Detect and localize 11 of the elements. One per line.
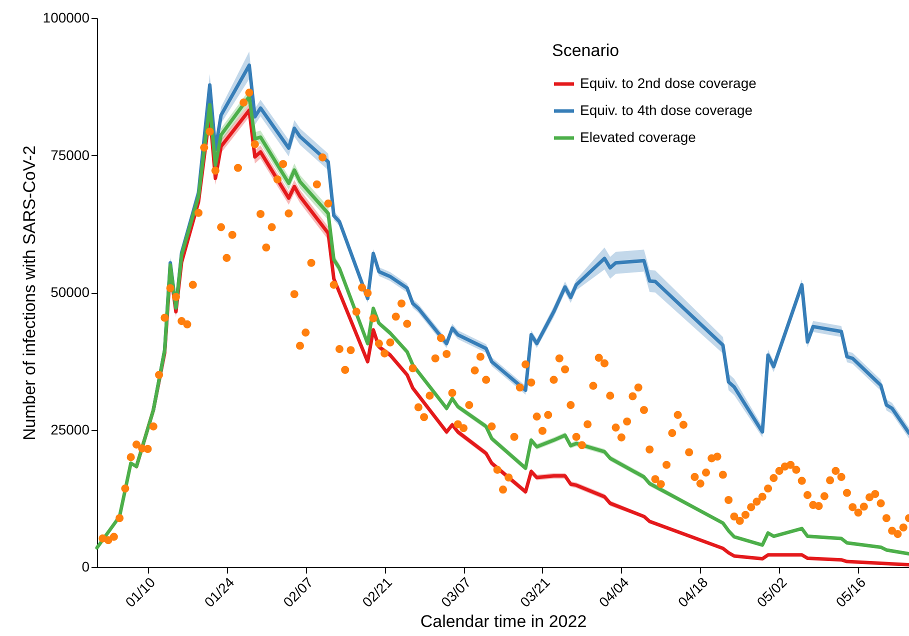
y-tick-label: 75000 bbox=[50, 146, 90, 163]
y-axis-title: Number of infections with SARS-CoV-2 bbox=[20, 146, 39, 440]
legend-label: Elevated coverage bbox=[580, 129, 696, 145]
legend-title: Scenario bbox=[552, 41, 620, 60]
y-tick-label: 25000 bbox=[50, 421, 90, 438]
legend-label: Equiv. to 2nd dose coverage bbox=[580, 75, 757, 91]
x-axis-title: Calendar time in 2022 bbox=[420, 612, 587, 632]
y-tick-label: 50000 bbox=[50, 284, 90, 300]
y-tick-label: 100000 bbox=[42, 10, 90, 26]
legend-label: Equiv. to 4th dose coverage bbox=[580, 102, 753, 118]
y-tick-label: 0 bbox=[82, 558, 90, 574]
